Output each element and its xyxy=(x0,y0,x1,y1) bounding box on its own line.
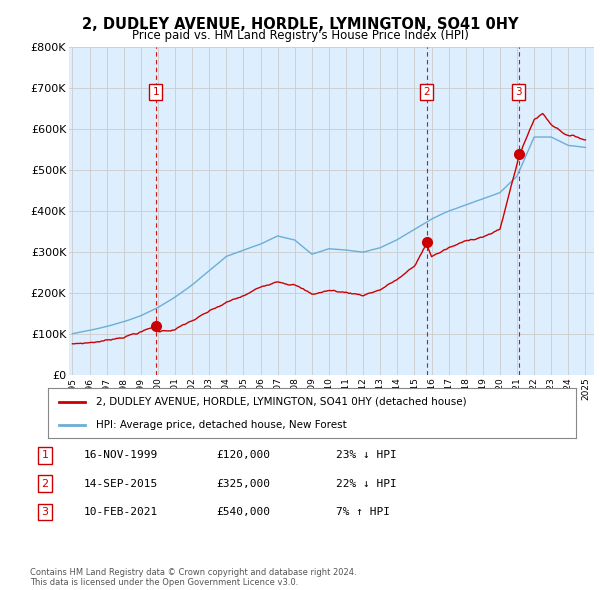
Text: 23% ↓ HPI: 23% ↓ HPI xyxy=(336,451,397,460)
Text: 2: 2 xyxy=(41,479,49,489)
Text: Contains HM Land Registry data © Crown copyright and database right 2024.
This d: Contains HM Land Registry data © Crown c… xyxy=(30,568,356,587)
Text: 22% ↓ HPI: 22% ↓ HPI xyxy=(336,479,397,489)
Text: HPI: Average price, detached house, New Forest: HPI: Average price, detached house, New … xyxy=(95,420,346,430)
Text: 14-SEP-2015: 14-SEP-2015 xyxy=(84,479,158,489)
Text: 2, DUDLEY AVENUE, HORDLE, LYMINGTON, SO41 0HY: 2, DUDLEY AVENUE, HORDLE, LYMINGTON, SO4… xyxy=(82,17,518,31)
Text: 16-NOV-1999: 16-NOV-1999 xyxy=(84,451,158,460)
Text: £540,000: £540,000 xyxy=(216,507,270,517)
Text: 1: 1 xyxy=(152,87,159,97)
Text: 7% ↑ HPI: 7% ↑ HPI xyxy=(336,507,390,517)
Text: 2, DUDLEY AVENUE, HORDLE, LYMINGTON, SO41 0HY (detached house): 2, DUDLEY AVENUE, HORDLE, LYMINGTON, SO4… xyxy=(95,396,466,407)
Text: 3: 3 xyxy=(41,507,49,517)
Text: £120,000: £120,000 xyxy=(216,451,270,460)
Text: 3: 3 xyxy=(515,87,522,97)
Text: 1: 1 xyxy=(41,451,49,460)
Text: 10-FEB-2021: 10-FEB-2021 xyxy=(84,507,158,517)
Text: 2: 2 xyxy=(423,87,430,97)
Text: Price paid vs. HM Land Registry's House Price Index (HPI): Price paid vs. HM Land Registry's House … xyxy=(131,30,469,42)
Text: £325,000: £325,000 xyxy=(216,479,270,489)
